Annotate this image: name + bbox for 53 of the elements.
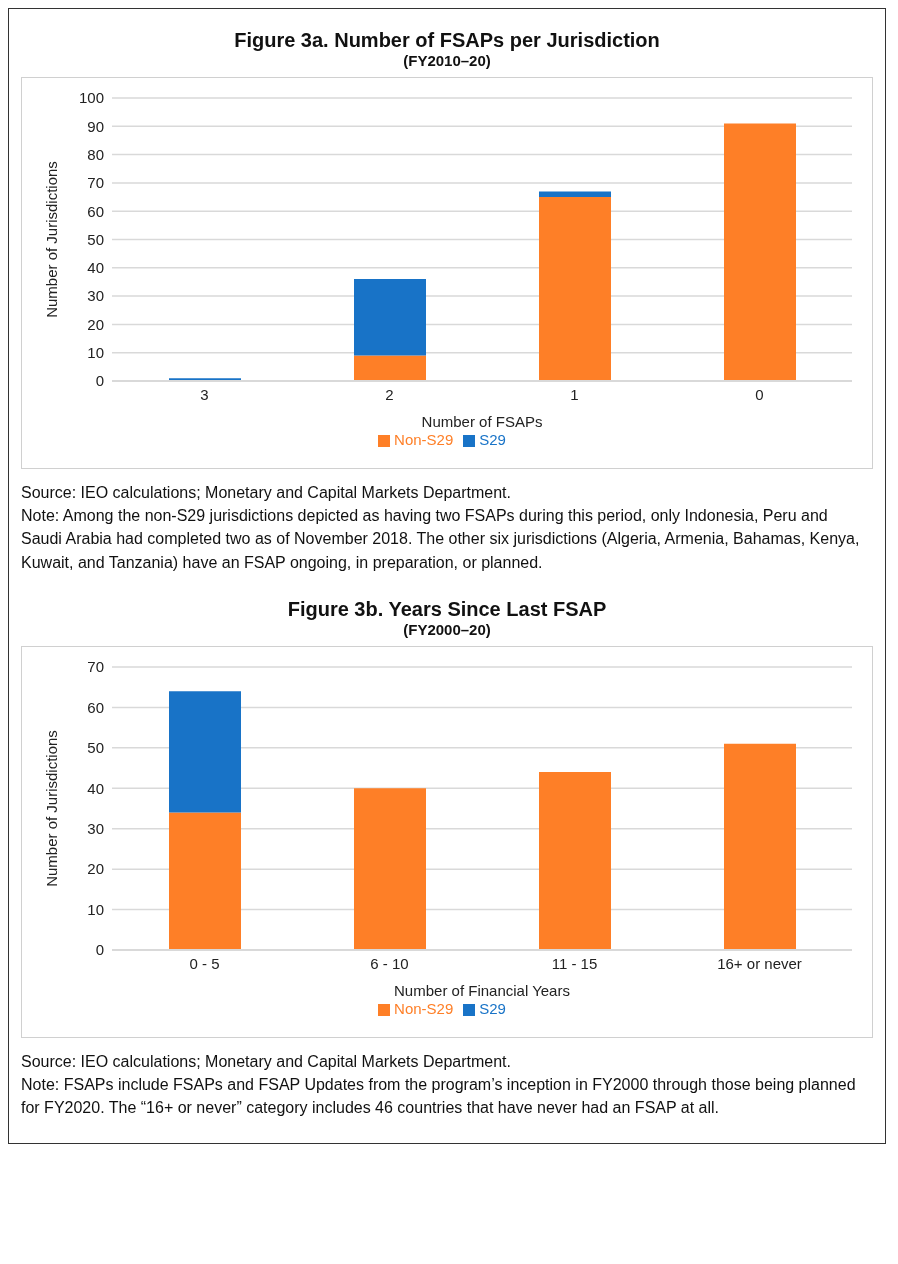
bar: [169, 812, 241, 950]
y-tick-label: 60: [87, 698, 104, 716]
legend-label: Non-S29: [394, 431, 454, 448]
chart-title: Figure 3a. Number of FSAPs per Jurisdiction: [233, 29, 661, 52]
y-tick-label: 80: [87, 145, 104, 163]
y-tick-label: 40: [87, 779, 104, 797]
x-axis-title: Number of FSAPs: [421, 413, 543, 430]
bar: [539, 191, 611, 198]
x-tick-label: 2: [385, 385, 394, 403]
y-tick-label: 10: [87, 344, 104, 362]
bar: [539, 771, 611, 950]
y-tick-label: 40: [87, 259, 104, 277]
y-tick-label: 20: [87, 315, 104, 333]
y-tick-label: 100: [78, 89, 104, 107]
x-tick-label: 0: [755, 385, 764, 403]
chart-subtitle: (FY2010–20): [402, 52, 492, 69]
chart-title: Figure 3b. Years Since Last FSAP: [286, 597, 608, 621]
bar: [354, 788, 426, 950]
y-tick-label: 60: [87, 202, 104, 220]
y-tick-label: 10: [87, 900, 104, 918]
bar: [539, 197, 611, 381]
y-tick-label: 0: [95, 372, 104, 390]
x-tick-label: 3: [200, 385, 209, 403]
bar: [169, 691, 241, 813]
bar: [354, 279, 426, 356]
x-tick-label: 0 - 5: [189, 954, 220, 972]
source-note: Source: IEO calculations; Monetary and Capital Markets Department.: [21, 1051, 512, 1072]
x-tick-label: 11 - 15: [551, 954, 598, 972]
y-tick-label: 0: [95, 941, 104, 959]
bar: [354, 355, 426, 381]
y-tick-label: 70: [87, 658, 104, 676]
chart-subtitle: (FY2000–20): [402, 620, 492, 638]
bar: [724, 123, 796, 381]
x-tick-label: 16+ or never: [717, 954, 802, 972]
y-tick-label: 30: [87, 819, 104, 837]
text: Note: Among the non-S29 jurisdictions depicted as having two FSAPs during this period, only Indonesia, Peru and Saudi Arabia had completed two as of November 2018. The other six jurisdictions (Algeria, Armenia, Bahamas, Kenya, Kuwait, and Tanzania) have an FSAP ongoing, in preparation, or planned.: [21, 506, 861, 573]
y-tick-label: 50: [87, 230, 104, 248]
legend-label: Non-S29: [394, 999, 454, 1017]
x-axis-title: Number of Financial Years: [394, 981, 570, 999]
source-note: Source: IEO calculations; Monetary and Capital Markets Department.: [21, 483, 512, 503]
y-tick-label: 70: [87, 174, 104, 192]
text: Note: FSAPs include FSAPs and FSAP Updates from the program’s inception in FY2000 through those being planned for FY2020. The “16+ or never” category includes 46 countries that have never had an FSAP at all.: [21, 1074, 857, 1119]
y-tick-label: 20: [87, 860, 104, 878]
legend-label: S29: [479, 431, 506, 448]
y-axis-title: Number of Jurisdictions: [43, 161, 61, 318]
x-tick-label: 1: [570, 385, 579, 403]
y-tick-label: 90: [87, 117, 104, 135]
y-tick-label: 30: [87, 287, 104, 305]
y-axis-title: Number of Jurisdictions: [43, 729, 61, 887]
bar: [724, 743, 796, 950]
x-tick-label: 6 - 10: [370, 954, 409, 972]
legend-label: S29: [479, 999, 506, 1017]
y-tick-label: 50: [87, 738, 104, 756]
